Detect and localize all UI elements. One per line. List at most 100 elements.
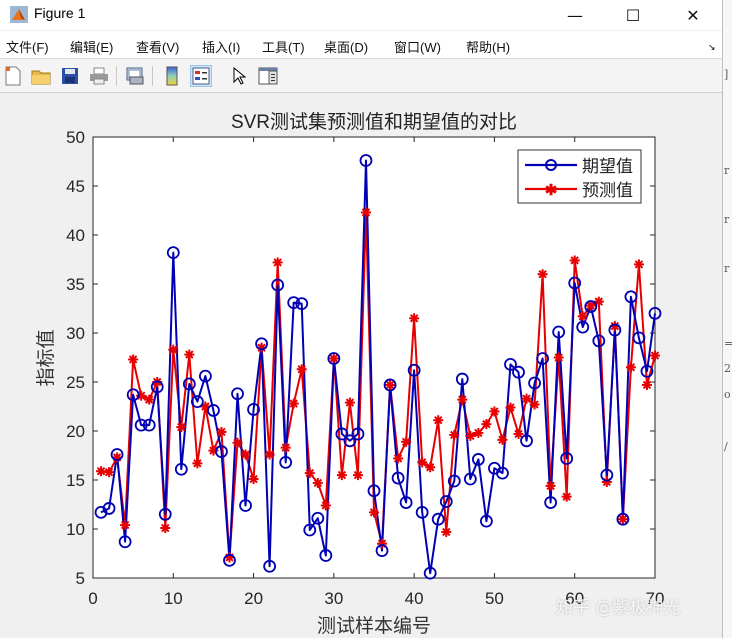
y-tick-label: 20	[66, 422, 85, 441]
new-file-icon	[5, 66, 21, 86]
expected-point	[423, 566, 437, 580]
undock-icon[interactable]: ↘	[708, 43, 716, 53]
asterisk-marker-icon: ✱	[545, 182, 558, 199]
predicted-point	[344, 397, 355, 408]
expected-point	[279, 455, 293, 469]
expected-point	[327, 352, 341, 365]
expected-point	[158, 507, 172, 521]
expected-point	[391, 471, 405, 485]
predicted-point	[304, 468, 315, 479]
expected-point	[182, 377, 196, 391]
expected-point	[110, 448, 124, 461]
edge-text: ]	[724, 68, 729, 81]
menu-insert[interactable]: 插入(I)	[202, 40, 241, 55]
maximize-button[interactable]: ☐	[610, 0, 656, 30]
x-tick-label: 20	[244, 589, 263, 608]
y-tick-label: 35	[66, 275, 85, 294]
expected-point	[576, 320, 590, 334]
open-file-button[interactable]	[30, 65, 52, 87]
insert-colorbar-button[interactable]	[161, 65, 183, 87]
expected-point	[134, 418, 148, 432]
predicted-point	[465, 430, 476, 441]
menu-desktop[interactable]: 桌面(D)	[324, 40, 369, 55]
expected-point	[271, 278, 285, 292]
predicted-point	[417, 457, 428, 468]
predicted-point	[144, 394, 155, 405]
predicted-point	[216, 426, 227, 437]
maximize-icon: ☐	[625, 5, 641, 25]
expected-point	[592, 334, 606, 348]
legend[interactable]: 期望值 ✱ 预测值	[517, 149, 642, 204]
expected-point	[359, 154, 373, 167]
expected-point	[544, 496, 558, 509]
expected-point	[263, 559, 277, 573]
save-figure-button[interactable]	[59, 65, 81, 87]
plot-lines	[94, 154, 662, 580]
x-tick-label: 70	[646, 589, 665, 608]
expected-point	[568, 276, 582, 290]
expected-point	[223, 553, 236, 567]
predicted-point	[650, 350, 660, 361]
predicted-point	[537, 269, 548, 280]
y-tick-label: 50	[66, 128, 85, 147]
insert-legend-button[interactable]	[190, 65, 212, 87]
expected-point	[343, 434, 357, 448]
menu-view[interactable]: 查看(V)	[136, 40, 180, 55]
expected-point	[512, 365, 525, 379]
link-plot-button[interactable]	[124, 65, 146, 87]
menu-file[interactable]: 文件(F)	[6, 40, 49, 55]
floppy-icon	[62, 68, 78, 84]
expected-point	[415, 505, 429, 519]
new-figure-button[interactable]	[2, 65, 24, 87]
predicted-point	[545, 480, 556, 491]
predicted-point	[449, 429, 460, 440]
watermark: 知乎 @紫极神光	[556, 598, 681, 618]
predicted-point	[320, 500, 331, 511]
window-title: Figure 1	[34, 5, 86, 21]
predicted-point	[473, 427, 484, 438]
predicted-point	[352, 470, 363, 481]
predicted-point	[104, 467, 115, 478]
menu-tools[interactable]: 工具(T)	[262, 40, 305, 55]
plot-tools-button[interactable]	[257, 65, 279, 87]
expected-point	[367, 484, 381, 498]
minimize-button[interactable]: —	[552, 0, 598, 30]
close-button[interactable]: ✕	[670, 0, 716, 30]
expected-point	[231, 387, 244, 401]
pointer-icon	[233, 67, 246, 85]
expected-point	[303, 523, 317, 537]
expected-point	[407, 363, 421, 377]
y-tick-label: 40	[66, 226, 85, 245]
x-tick-label: 40	[405, 589, 424, 608]
edit-plot-button[interactable]	[228, 65, 250, 87]
matlab-logo-icon	[10, 6, 28, 23]
menu-help[interactable]: 帮助(H)	[466, 40, 511, 55]
menu-edit[interactable]: 编辑(E)	[70, 40, 114, 55]
toolbar-separator	[116, 66, 117, 86]
edge-text: /	[724, 440, 728, 453]
expected-point	[560, 452, 574, 465]
predicted-point	[441, 526, 452, 537]
print-figure-button[interactable]	[88, 65, 110, 87]
predicted-point	[481, 419, 492, 430]
predicted-point	[312, 477, 323, 488]
expected-point	[496, 466, 509, 480]
expected-point	[126, 388, 140, 402]
circle-marker-icon	[545, 159, 557, 171]
predicted-point	[176, 422, 187, 433]
expected-point	[600, 468, 614, 482]
adjacent-window-edge	[722, 0, 732, 638]
y-tick-label: 30	[66, 324, 85, 343]
predicted-point	[224, 552, 235, 563]
predicted-point	[160, 523, 171, 534]
expected-point	[174, 462, 188, 476]
expected-point	[215, 445, 228, 458]
expected-point	[287, 296, 301, 310]
y-tick-label: 10	[66, 520, 85, 539]
predicted-point	[328, 353, 339, 364]
menu-window[interactable]: 窗口(W)	[394, 40, 441, 55]
expected-point	[198, 369, 212, 383]
expected-point	[207, 404, 220, 417]
expected-point	[399, 496, 413, 509]
predicted-point	[457, 394, 468, 405]
